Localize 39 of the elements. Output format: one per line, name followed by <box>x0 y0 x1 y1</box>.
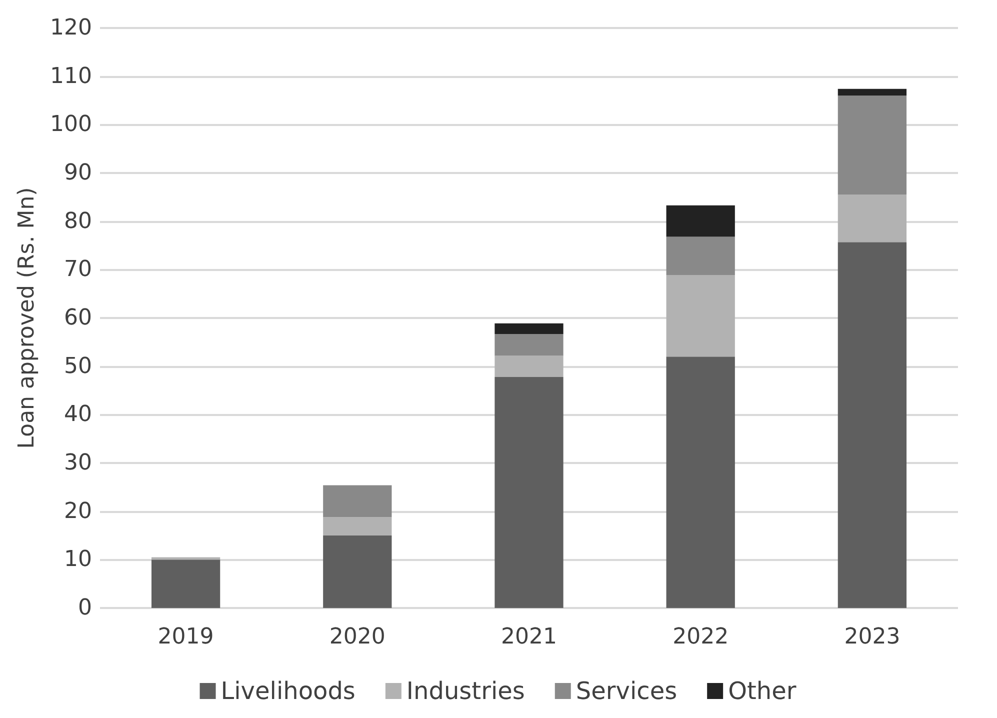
y-tick-label: 80 <box>64 208 92 234</box>
bar <box>323 485 392 518</box>
legend-label: Industries <box>406 677 525 705</box>
bar <box>494 376 564 608</box>
bar <box>838 194 907 242</box>
y-tick-label: 70 <box>64 257 92 282</box>
y-tick-label: 20 <box>64 498 92 524</box>
x-tick-label: 2021 <box>501 624 557 650</box>
bar <box>838 96 907 195</box>
y-tick-label: 100 <box>50 112 92 138</box>
y-tick-label: 30 <box>64 450 92 476</box>
legend-label: Other <box>728 677 796 705</box>
bar <box>666 205 735 237</box>
y-tick-label: 50 <box>64 354 92 379</box>
bar <box>666 274 735 357</box>
bar <box>323 517 392 536</box>
y-tick-label: 40 <box>64 402 92 428</box>
y-tick-label: 0 <box>78 596 92 620</box>
legend-label: Services <box>576 677 678 705</box>
bar <box>666 236 735 275</box>
y-tick-label: 60 <box>64 306 92 330</box>
x-tick-label: 2023 <box>844 624 900 650</box>
bar <box>494 334 564 356</box>
y-tick-label: 90 <box>64 160 92 186</box>
bar <box>666 356 735 608</box>
bar <box>494 323 564 334</box>
bar <box>838 88 907 96</box>
x-tick-label: 2019 <box>158 624 214 650</box>
bar <box>838 242 907 608</box>
x-tick-label: 2020 <box>329 624 386 650</box>
y-tick-label: 120 <box>50 16 92 40</box>
bar <box>323 536 392 608</box>
bar <box>494 356 564 377</box>
y-axis-title: Loan approved (Rs. Mn) <box>14 187 40 449</box>
legend-label: Livelihoods <box>220 677 356 705</box>
bar <box>151 560 220 608</box>
x-tick-label: 2022 <box>672 624 729 650</box>
y-tick-label: 10 <box>64 547 92 572</box>
y-tick-label: 110 <box>50 64 92 89</box>
